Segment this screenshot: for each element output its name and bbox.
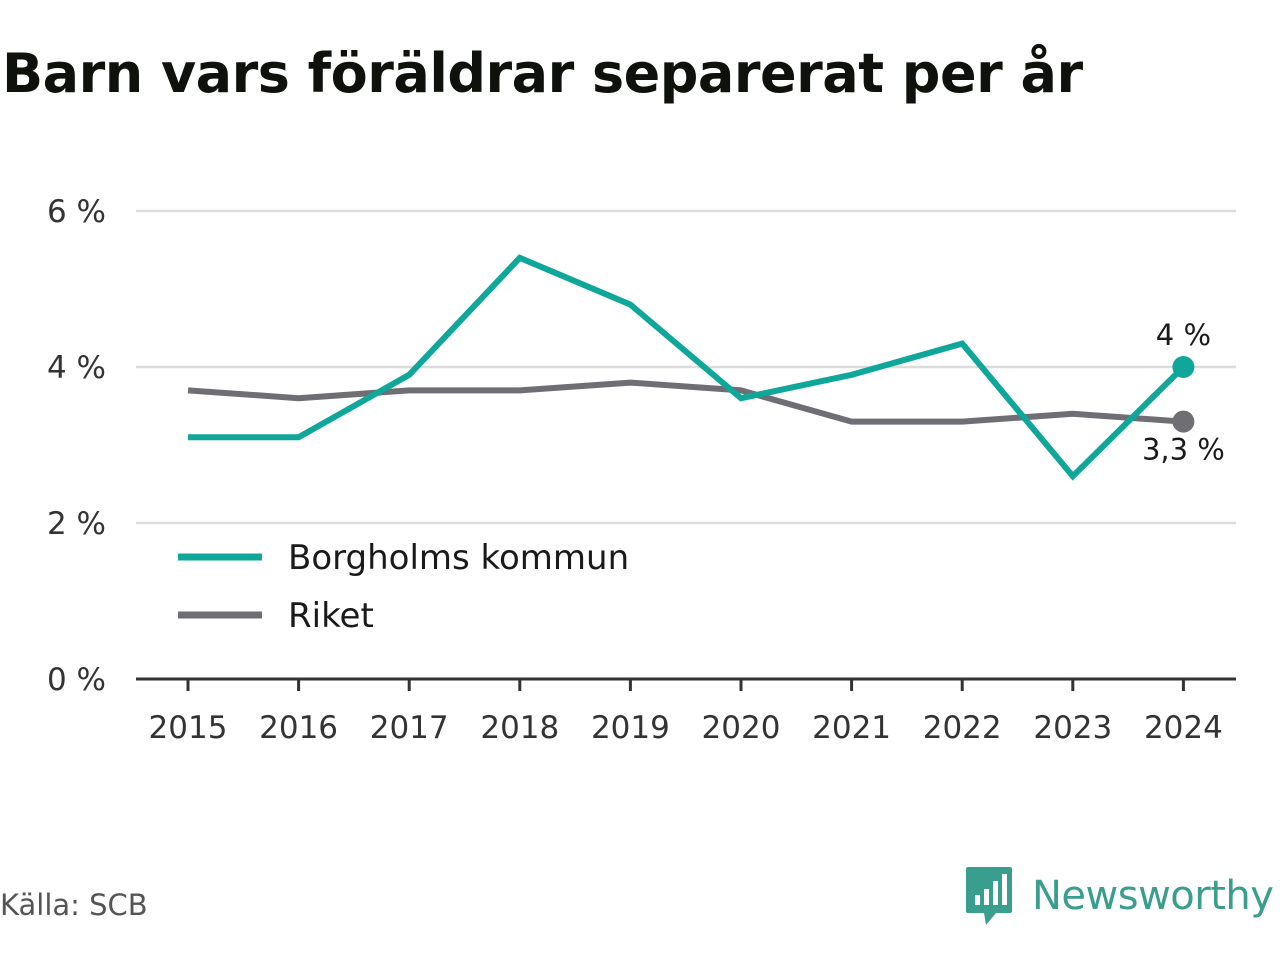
x-tick-label: 2022	[923, 710, 1002, 746]
x-tick-label: 2020	[702, 710, 781, 746]
x-tick-label: 2019	[591, 710, 670, 746]
series-line	[188, 254, 1186, 481]
series-line	[187, 379, 1184, 425]
x-tick-label: 2017	[370, 710, 449, 746]
legend-label: Borgholms kommun	[288, 538, 629, 578]
newsworthy-logo-icon	[966, 867, 1012, 925]
series-end-point	[1172, 410, 1195, 433]
legend-label: Riket	[288, 596, 374, 636]
chart-title: Barn vars föräldrar separerat per år	[2, 42, 1083, 105]
y-tick-label: 4 %	[47, 350, 106, 386]
source-note: Källa: SCB	[0, 888, 148, 922]
x-tick-label: 2016	[259, 710, 338, 746]
x-tick-label: 2015	[149, 710, 228, 746]
x-tick-label: 2024	[1144, 710, 1223, 746]
y-tick-label: 0 %	[47, 662, 106, 698]
brand-name: Newsworthy	[1032, 873, 1274, 919]
brand-logo: Newsworthy	[964, 864, 1274, 928]
x-tick-label: 2023	[1033, 710, 1112, 746]
y-tick-label: 6 %	[47, 194, 106, 230]
data-label: 4 %	[1156, 318, 1211, 352]
y-tick-label: 2 %	[47, 506, 106, 542]
data-label: 3,3 %	[1142, 433, 1225, 467]
x-tick-label: 2018	[480, 710, 559, 746]
x-tick-label: 2021	[812, 710, 891, 746]
series-end-point	[1172, 356, 1195, 378]
